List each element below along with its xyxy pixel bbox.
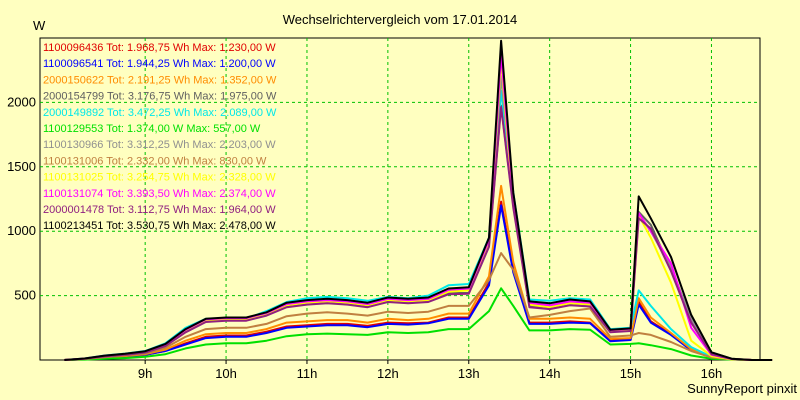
series-line (64, 204, 773, 361)
y-tick-label: 1500 (7, 159, 36, 174)
legend-entry: 1100131025 Tot: 3.254,75 Wh Max: 2.328,0… (43, 172, 276, 184)
legend-entry: 2000150622 Tot: 2.191,25 Wh Max: 1.352,0… (43, 74, 277, 86)
legend-entry: 1100130966 Tot: 3.312,25 Wh Max: 2.203,0… (43, 139, 276, 151)
x-tick-label: 14h (539, 366, 561, 381)
series-layer (64, 39, 773, 361)
y-tick-label: 2000 (7, 94, 36, 109)
series-line (64, 106, 773, 361)
grid-layer (40, 38, 760, 360)
y-tick-label: 1000 (7, 223, 36, 238)
legend-entry: 1100096541 Tot: 1.944,25 Wh Max: 1.200,0… (43, 58, 276, 70)
legend-entry: 1100213451 Tot: 3.530,75 Wh Max: 2.478,0… (43, 220, 276, 232)
y-tick-label: 500 (14, 288, 36, 303)
x-tick-label: 11h (297, 366, 318, 381)
series-line (64, 39, 773, 361)
legend-entry: 1100096436 Tot: 1.968,75 Wh Max: 1.230,0… (43, 42, 276, 54)
x-tick-label: 10h (215, 366, 237, 381)
series-line (64, 184, 773, 361)
legend-entry: 2000001478 Tot: 3.112,75 Wh Max: 1.964,0… (43, 204, 276, 216)
series-line (64, 252, 773, 361)
footer-credit: SunnyReport pinxit (687, 381, 797, 396)
series-line (64, 59, 773, 361)
x-tick-label: 15h (620, 366, 642, 381)
x-tick-label: 9h (138, 366, 152, 381)
series-line (64, 287, 773, 361)
legend-entry: 2000149892 Tot: 3.472,25 Wh Max: 2.089,0… (43, 107, 277, 119)
ticks-layer: 500 1000 1500 2000 9h 10h 11h 12h 13h 14h 15h 16h (7, 94, 722, 381)
legend-entry: 2000154799 Tot: 3.176,75 Wh Max: 1.975,0… (43, 91, 277, 103)
x-tick-label: 16h (701, 366, 723, 381)
y-axis-label: W (33, 18, 46, 33)
chart-title: Wechselrichtervergleich vom 17.01.2014 (283, 12, 518, 27)
x-tick-label: 12h (377, 366, 399, 381)
legend-entry: 1100129553 Tot: 1.374,00 W Max: 557,00 W (43, 123, 261, 135)
legend-entry: 1100131074 Tot: 3.393,50 Wh Max: 2.374,0… (43, 188, 276, 200)
legend-entry: 1100131006 Tot: 2.332,00 Wh Max: 830,00 … (43, 155, 267, 167)
legend-layer: 1100096436 Tot: 1.968,75 Wh Max: 1.230,0… (43, 42, 277, 232)
x-tick-label: 13h (458, 366, 480, 381)
